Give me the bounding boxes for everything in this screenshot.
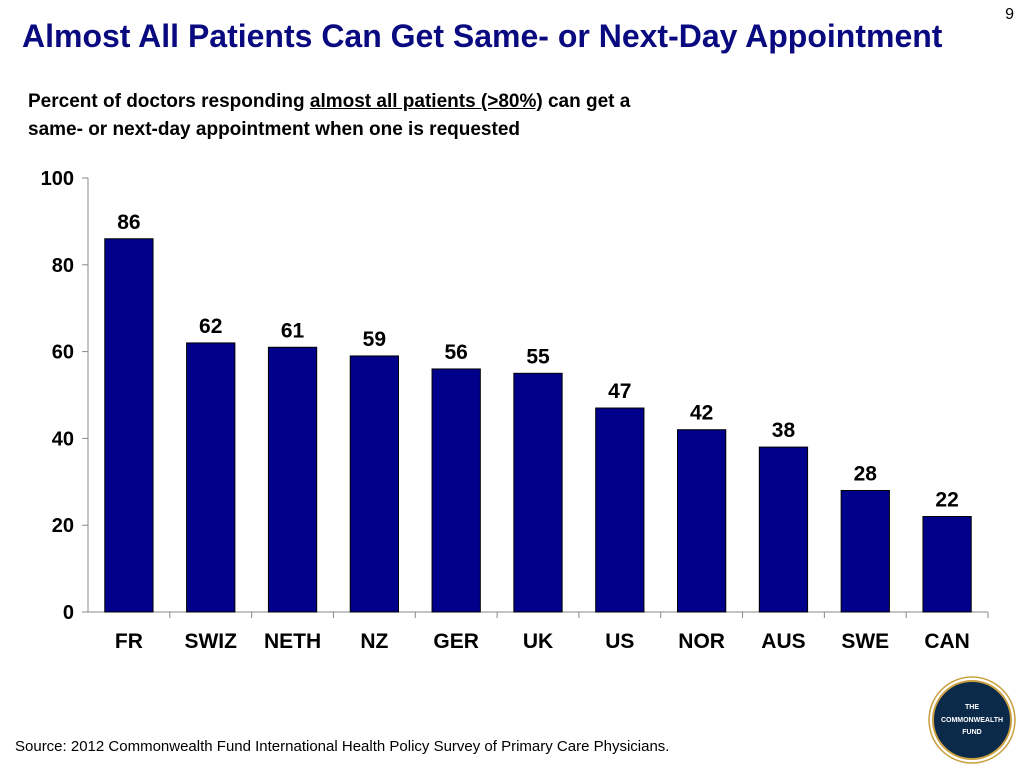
x-tick-label-neth: NETH xyxy=(264,630,321,653)
subtitle-suffix: can get a xyxy=(542,91,631,112)
bar-us xyxy=(595,407,645,613)
x-tick-label-nz: NZ xyxy=(360,630,388,653)
data-label-nz: 59 xyxy=(363,328,386,351)
bar-aus xyxy=(758,446,809,613)
slide-number: 9 xyxy=(1005,6,1014,23)
data-label-ger: 56 xyxy=(445,341,468,364)
x-tick-label-nor: NOR xyxy=(678,630,725,653)
commonwealth-fund-logo: THE COMMONWEALTH FUND xyxy=(928,676,1016,764)
slide-title: Almost All Patients Can Get Same- or Nex… xyxy=(22,18,943,54)
data-label-nor: 42 xyxy=(690,402,713,425)
data-label-uk: 55 xyxy=(526,345,550,368)
y-tick-label: 100 xyxy=(41,168,74,190)
x-tick-label-ger: GER xyxy=(433,630,479,653)
bar-nz xyxy=(349,355,399,613)
data-label-fr: 86 xyxy=(117,211,140,234)
bar-swe xyxy=(840,489,890,613)
data-label-neth: 61 xyxy=(281,319,305,342)
data-label-swe: 28 xyxy=(854,462,878,485)
bar-chart: 0 20 40 60 80 100 86 FR 62 SWIZ 61 NETH 59 NZ 56 GER 55 U… xyxy=(41,168,989,653)
bar-can xyxy=(922,516,972,613)
x-tick-label-fr: FR xyxy=(115,630,143,653)
y-tick-label: 60 xyxy=(52,342,74,364)
logo-disc xyxy=(932,680,1012,760)
logo-text-line1: THE xyxy=(965,704,979,711)
bar-fr xyxy=(104,238,154,613)
bar-nor xyxy=(677,429,727,613)
x-tick-label-uk: UK xyxy=(523,630,553,653)
x-tick-label-can: CAN xyxy=(924,630,970,653)
bar-ger xyxy=(431,368,481,613)
y-tick-label: 80 xyxy=(52,255,74,277)
source-note: Source: 2012 Commonwealth Fund Internati… xyxy=(15,738,670,755)
bar-swiz xyxy=(186,342,236,613)
data-label-can: 22 xyxy=(935,489,958,512)
data-label-swiz: 62 xyxy=(199,315,222,338)
y-tick-label: 40 xyxy=(52,428,74,450)
y-tick-label: 0 xyxy=(63,602,74,624)
logo-text-line3: FUND xyxy=(962,729,981,736)
x-tick-label-swiz: SWIZ xyxy=(184,630,237,653)
x-tick-label-swe: SWE xyxy=(841,630,889,653)
data-label-us: 47 xyxy=(608,380,631,403)
subtitle-line2: same- or next-day appointment when one i… xyxy=(28,119,520,140)
bar-uk xyxy=(513,372,563,613)
bar-neth xyxy=(267,346,318,613)
data-label-aus: 38 xyxy=(772,419,796,442)
logo-text-line2: COMMONWEALTH xyxy=(941,717,1003,724)
x-tick-label-aus: AUS xyxy=(761,630,805,653)
y-tick-label: 20 xyxy=(52,515,74,537)
subtitle-prefix: Percent of doctors responding xyxy=(28,91,310,112)
subtitle-emphasis: almost all patients (>80%) xyxy=(309,91,543,112)
x-tick-label-us: US xyxy=(605,630,634,653)
chart-subtitle: Percent of doctors responding almost all… xyxy=(28,88,630,144)
